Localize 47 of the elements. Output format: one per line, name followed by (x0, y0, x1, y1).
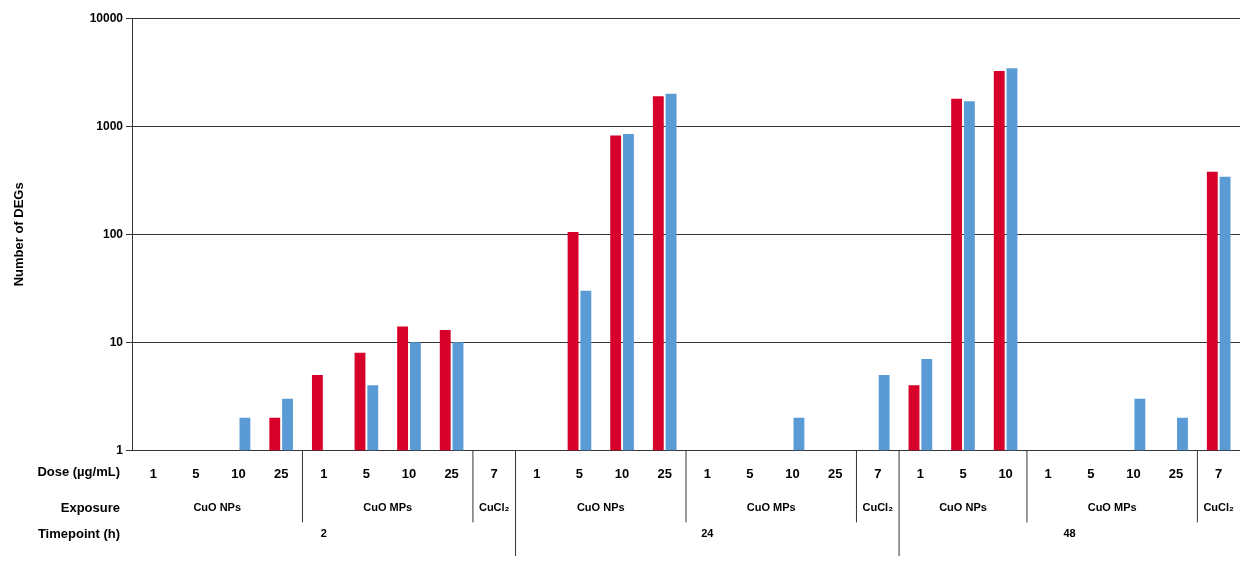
text: CuO MPs (363, 501, 413, 514)
x-tick-label: 25 (273, 465, 289, 481)
x-tick-label: 10 (998, 465, 1013, 481)
text: CuO NPs (193, 501, 242, 514)
y-tick-label: 10 (109, 334, 124, 349)
x-tick-label: 5 (575, 465, 584, 481)
y-tick-label: 1000 (96, 118, 124, 133)
x-tick-label: 5 (192, 465, 200, 481)
text: Dose (µg/mL) (37, 463, 120, 479)
x-tick-label: 10 (231, 465, 246, 481)
text: CuCl₂ (478, 501, 510, 514)
x-tick-label: 5 (362, 465, 370, 481)
x-tick-label: 10 (614, 465, 630, 481)
x-tick-label: 7 (1215, 465, 1223, 481)
text: 2 (320, 527, 327, 540)
x-tick-label: 5 (746, 465, 754, 481)
x-tick-label: 5 (1087, 465, 1095, 481)
x-tick-label: 1 (916, 465, 924, 481)
y-tick-label: 100 (102, 226, 124, 241)
x-tick-label: 7 (490, 465, 498, 481)
text: CuCl₂ (1203, 501, 1235, 514)
x-tick-label: 25 (444, 465, 459, 481)
y-axis-title: Number of DEGs (11, 182, 27, 287)
x-tick-label: 25 (827, 465, 843, 481)
x-tick-label: 1 (703, 465, 711, 481)
y-tick-label: 10000 (89, 10, 124, 25)
text: CuO NPs (939, 501, 987, 514)
text: CuCl₂ (862, 501, 894, 514)
x-tick-label: 10 (401, 465, 417, 481)
x-tick-label: 1 (533, 465, 541, 481)
x-tick-label: 10 (785, 465, 800, 481)
y-tick-label: 1 (116, 442, 124, 457)
x-tick-label: 1 (320, 465, 328, 481)
x-tick-label: 5 (959, 465, 967, 481)
x-tick-label: 10 (1126, 465, 1141, 481)
text: Exposure (60, 499, 120, 515)
text: 48 (1063, 527, 1076, 540)
text: Timepoint (h) (37, 525, 120, 541)
x-tick-label: 25 (657, 465, 672, 481)
text: 24 (701, 527, 715, 540)
text: CuO NPs (576, 501, 625, 514)
x-tick-label: 7 (874, 465, 882, 481)
text: CuO MPs (746, 501, 796, 514)
text: CuO MPs (1087, 501, 1137, 514)
x-tick-label: 25 (1168, 465, 1184, 481)
x-tick-label: 1 (1044, 465, 1052, 481)
x-tick-label: 1 (149, 465, 157, 481)
